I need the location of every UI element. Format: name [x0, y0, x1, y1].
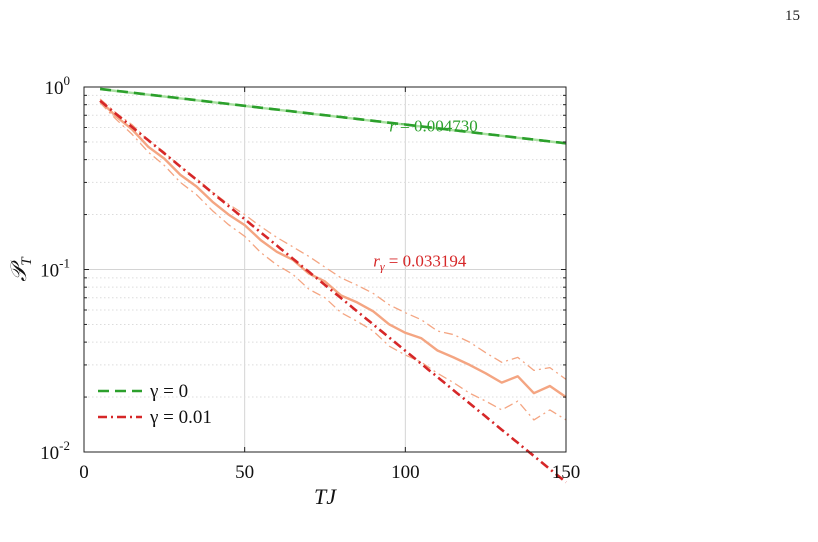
y-axis-title: 𝒫T [6, 256, 35, 282]
legend-label: γ = 0.01 [149, 407, 212, 428]
y-tick-label: 100 [45, 73, 71, 99]
legend-label: γ = 0 [149, 381, 188, 402]
x-tick-label: 100 [391, 462, 420, 483]
x-tick-label: 50 [235, 462, 254, 483]
y-tick-label: 10-2 [40, 438, 70, 464]
x-tick-label: 150 [552, 462, 581, 483]
raw-data-line [99, 98, 567, 380]
raw-data-line [99, 102, 567, 421]
legend: γ = 0 γ = 0.01 [98, 381, 212, 428]
x-axis-title: TJ [314, 484, 337, 509]
raw-data-line [99, 99, 567, 399]
rate-annotation: rγ = 0.033194 [373, 251, 467, 273]
rate-annotation: r = 0.004730 [389, 117, 477, 136]
page-number: 15 [785, 8, 800, 24]
x-tick-label: 0 [79, 462, 89, 483]
annotation-layer: r = 0.004730 rγ = 0.033194 [373, 117, 478, 274]
y-tick-label: 10-1 [40, 256, 70, 282]
tick-layer: 0 50 100 150 10-2 10-1 100 [40, 73, 580, 483]
series-layer [99, 87, 567, 484]
series-line-gamma-0 [99, 87, 567, 145]
series-line-gamma-0.01 [99, 99, 567, 484]
